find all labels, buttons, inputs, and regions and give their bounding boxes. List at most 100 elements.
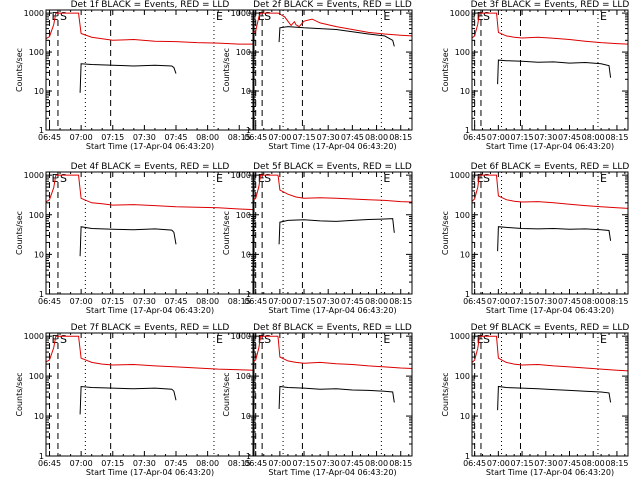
x-tick-label: 08:15 — [228, 297, 251, 306]
series-events — [497, 226, 612, 252]
series-lld — [46, 174, 254, 211]
series-lld — [253, 12, 412, 37]
x-tick-label: 07:15 — [101, 459, 124, 468]
x-tick-label: 07:45 — [558, 297, 581, 306]
x-tick-label: 07:00 — [268, 297, 291, 306]
x-tick-label: 06:45 — [38, 459, 61, 468]
x-tick-label: 07:30 — [317, 459, 340, 468]
x-tick-label: 08:00 — [196, 459, 219, 468]
y-axis-label: Counts/sec — [441, 211, 450, 255]
marker-label-s: S — [60, 333, 67, 346]
x-tick-label: 08:00 — [582, 133, 605, 142]
plot-frame — [471, 171, 629, 295]
y-tick-label: 100 — [29, 48, 44, 57]
y-tick-label: 10 — [241, 87, 251, 96]
y-tick-label: 1000 — [24, 9, 44, 18]
panel-title: Det 1f BLACK = Events, RED = LLD — [71, 0, 230, 10]
x-tick-label: 07:45 — [341, 459, 364, 468]
y-tick-label: 100 — [455, 211, 470, 220]
x-axis-label: Start Time (17-Apr-04 06:43:20) — [268, 468, 396, 477]
marker-label-e: E — [258, 172, 265, 185]
y-tick-label: 10 — [241, 412, 251, 421]
x-axis-label: Start Time (17-Apr-04 06:43:20) — [268, 142, 396, 151]
y-tick-label: 1 — [39, 126, 44, 135]
y-tick-label: 1000 — [24, 332, 44, 341]
series-events — [79, 385, 177, 415]
x-tick-label: 07:00 — [268, 459, 291, 468]
panel-title: Det 3f BLACK = Events, RED = LLD — [471, 0, 630, 10]
marker-label-e: E — [258, 333, 265, 346]
marker-label-e: E — [383, 333, 390, 346]
y-tick-label: 10 — [241, 250, 251, 259]
x-tick-label: 08:15 — [605, 459, 628, 468]
x-tick-label: 07:00 — [487, 133, 510, 142]
y-axis-label: Counts/sec — [15, 372, 24, 416]
plot-frame — [471, 332, 629, 457]
plot-frame — [45, 332, 255, 457]
series-lld — [253, 174, 412, 203]
marker-label-s: S — [60, 10, 67, 23]
x-tick-label: 07:30 — [133, 459, 156, 468]
y-axis-label: Counts/sec — [441, 48, 450, 92]
marker-label-s: S — [60, 172, 67, 185]
x-tick-label: 07:15 — [511, 459, 534, 468]
y-tick-label: 100 — [29, 211, 44, 220]
plot-frame — [45, 171, 255, 295]
y-tick-label: 1 — [39, 290, 44, 299]
panel-title: Det 8f BLACK = Events, RED = LLD — [253, 323, 412, 333]
series-events — [497, 59, 612, 85]
x-tick-label: 08:00 — [196, 133, 219, 142]
marker-label-e: E — [477, 172, 484, 185]
y-tick-label: 1 — [465, 126, 470, 135]
x-tick-label: 07:45 — [341, 297, 364, 306]
x-tick-label: 07:15 — [293, 297, 316, 306]
series-lld — [472, 12, 628, 45]
y-axis-label: Counts/sec — [15, 211, 24, 255]
x-axis-label: Start Time (17-Apr-04 06:43:20) — [268, 306, 396, 315]
marker-label-e: E — [477, 333, 484, 346]
x-tick-label: 07:15 — [511, 297, 534, 306]
marker-label-s: S — [483, 333, 490, 346]
marker-label-e: E — [600, 172, 607, 185]
y-tick-label: 10 — [460, 250, 470, 259]
y-tick-label: 10 — [460, 412, 470, 421]
x-axis-label: Start Time (17-Apr-04 06:43:20) — [486, 306, 614, 315]
y-tick-label: 1000 — [231, 171, 251, 180]
x-tick-label: 07:00 — [487, 297, 510, 306]
y-tick-label: 1 — [465, 452, 470, 461]
x-tick-label: 07:00 — [268, 133, 291, 142]
x-axis-label: Start Time (17-Apr-04 06:43:20) — [486, 468, 614, 477]
plot-frame — [252, 9, 413, 131]
y-tick-label: 100 — [455, 372, 470, 381]
x-tick-label: 07:30 — [317, 133, 340, 142]
series-lld — [472, 335, 628, 372]
y-axis-label: Counts/sec — [441, 372, 450, 416]
y-tick-label: 1 — [246, 290, 251, 299]
marker-label-e: E — [216, 333, 223, 346]
panel-title: Det 7f BLACK = Events, RED = LLD — [71, 323, 230, 333]
y-tick-label: 1000 — [450, 171, 470, 180]
x-tick-label: 06:45 — [463, 133, 486, 142]
x-tick-label: 07:45 — [341, 133, 364, 142]
y-tick-label: 1 — [39, 452, 44, 461]
x-tick-label: 07:15 — [101, 297, 124, 306]
marker-label-s: S — [264, 333, 271, 346]
x-tick-label: 08:00 — [365, 459, 388, 468]
x-tick-label: 07:30 — [534, 133, 557, 142]
y-tick-label: 1000 — [450, 9, 470, 18]
series-events — [278, 26, 395, 47]
x-tick-label: 06:45 — [244, 133, 267, 142]
y-axis-label: Counts/sec — [222, 48, 231, 92]
x-tick-label: 08:15 — [389, 297, 412, 306]
panel-title: Det 5f BLACK = Events, RED = LLD — [253, 162, 412, 172]
marker-label-s: S — [264, 10, 271, 23]
marker-label-e: E — [258, 10, 265, 23]
series-lld — [253, 335, 412, 369]
x-tick-label: 07:30 — [317, 297, 340, 306]
